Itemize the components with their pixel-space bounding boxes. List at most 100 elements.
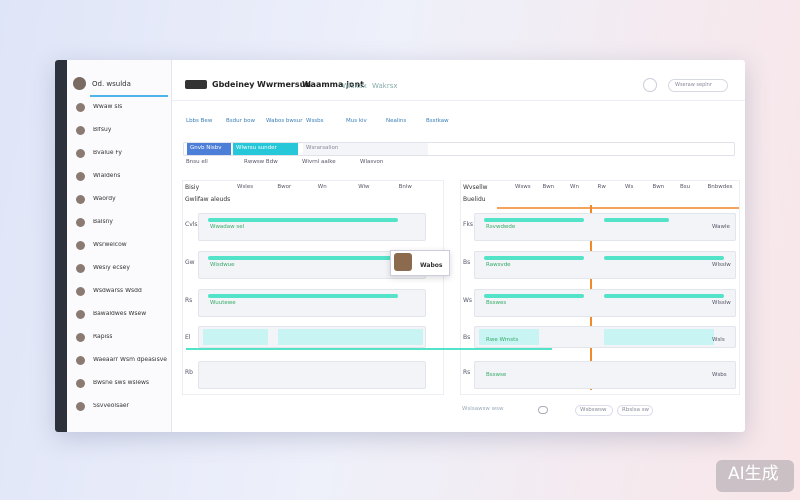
sidebar-icon	[76, 149, 85, 158]
filter-link[interactable]: Wssbs	[306, 118, 324, 124]
brand-underline	[90, 95, 168, 97]
toggle[interactable]	[538, 406, 548, 414]
row	[198, 251, 426, 279]
sidebar-icon	[76, 333, 85, 342]
row-side: Wawle	[712, 224, 730, 230]
tag[interactable]: Wivrnl aalke	[302, 159, 336, 165]
sidebar-icon	[76, 379, 85, 388]
sidebar-item[interactable]: Waeaarr Wsm dpeasisve	[93, 357, 167, 363]
filter-link[interactable]: Lbbs Bew	[186, 118, 213, 124]
panel-subtitle: Buelidu	[463, 196, 486, 203]
row	[474, 251, 736, 279]
row-text: Wuutewe	[210, 300, 236, 306]
column-header: Bwor	[277, 184, 292, 190]
row-label: Rb	[185, 369, 193, 376]
sidebar-item[interactable]: Waordy	[93, 196, 116, 202]
column-header: Bwn	[542, 184, 555, 190]
progress-bar	[208, 218, 398, 222]
row-label: Bs	[463, 334, 471, 341]
row-label: Rs	[185, 297, 193, 304]
sidebar-icon	[76, 103, 85, 112]
sidebar-item[interactable]: Balsny	[93, 219, 113, 225]
row-label: Ws	[463, 297, 473, 304]
highlight	[278, 329, 423, 345]
row-label: El	[185, 334, 191, 341]
tag[interactable]: Bnsu ell	[186, 159, 208, 165]
sidebar-item[interactable]: Ssvveolsaer	[93, 403, 130, 409]
search-input[interactable]: Wsrarsalion	[303, 143, 428, 155]
nav-tab[interactable]: Waamma jont	[302, 80, 364, 89]
nav-tab[interactable]: Wwrmersun	[257, 80, 312, 89]
timeline-h	[497, 207, 739, 209]
menu-label: Wseraw seplnr	[675, 82, 712, 88]
sidebar-icon	[76, 356, 85, 365]
watermark: AI生成	[728, 464, 779, 484]
sidebar-item[interactable]: Wsrwelcow	[93, 242, 127, 248]
progress-bar	[208, 294, 398, 298]
cross-bar	[186, 348, 552, 350]
row-label: Fks	[463, 221, 474, 228]
column-header: Bnlw	[398, 184, 412, 190]
row	[198, 213, 426, 241]
row-side: Wlsslw	[712, 300, 731, 306]
filter-link[interactable]: Bsdur bow	[226, 118, 255, 124]
filter-link[interactable]: Nealins	[386, 118, 407, 124]
menu-dropdown[interactable]	[668, 79, 728, 92]
primary-button[interactable]: Gnvb Nisbv	[187, 143, 231, 155]
sidebar-item[interactable]: Blfsuy	[93, 127, 112, 133]
row-text: Bsswse	[486, 372, 507, 378]
progress-bar	[484, 256, 584, 260]
filter-link[interactable]: Mus kiv	[346, 118, 367, 124]
sidebar-item[interactable]: Wwaw sls	[93, 104, 123, 110]
sidebar-item[interactable]: Bvalue Fy	[93, 150, 122, 156]
sidebar-icon	[76, 264, 85, 273]
tag[interactable]: Wlasvon	[360, 159, 384, 165]
sidebar-item[interactable]: Wesiy ecsey	[93, 265, 130, 271]
highlight	[203, 329, 268, 345]
sidebar-icon	[76, 126, 85, 135]
row	[474, 213, 736, 241]
sidebar-item[interactable]: Bwsne sws wslews	[93, 380, 150, 386]
popup-text: Wabos	[420, 262, 443, 269]
footer-text: Wslsawsw wsw	[462, 406, 504, 412]
column-header: Wn	[317, 184, 327, 190]
row	[198, 289, 426, 317]
row-text: Rwe Wrnsts	[486, 337, 519, 343]
row-text: Wisdwue	[210, 262, 235, 268]
icon-button[interactable]	[643, 78, 657, 92]
sidebar-icon	[76, 241, 85, 250]
row-label: Rs	[463, 369, 471, 376]
popup-avatar	[394, 253, 412, 271]
nav-link[interactable]: Wisitsx	[342, 82, 367, 90]
row-label: Gw	[185, 259, 195, 266]
nav-tab[interactable]: Gbdeiney	[212, 80, 255, 89]
column-header: Bwn	[652, 184, 665, 190]
progress-bar	[604, 218, 669, 222]
filter-link[interactable]: Bsstkaw	[426, 118, 449, 124]
sidebar-item[interactable]: Wsdwarss Wsdd	[93, 288, 142, 294]
sidebar-icon	[76, 402, 85, 411]
panel-subtitle: Gwlifaw aleuds	[185, 196, 231, 203]
sidebar-item[interactable]: Wlaldens	[93, 173, 121, 179]
footer-button[interactable]: Rbslsa sw	[617, 405, 653, 416]
progress-bar	[604, 294, 724, 298]
watermark-box	[716, 460, 794, 492]
nav-link[interactable]: Wakrsx	[372, 82, 398, 90]
tag[interactable]: Rwwsw Bdw	[244, 159, 278, 165]
brand: Od. wsulda	[92, 80, 131, 88]
row-text: Wwadaw sel	[210, 224, 245, 230]
active-tab[interactable]: Wlwrsu sunder	[233, 143, 298, 155]
filter-link[interactable]: Wabos bwsur	[266, 118, 303, 124]
sidebar-item[interactable]: Rapiss	[93, 334, 113, 340]
toolbar	[183, 142, 735, 156]
sidebar-item[interactable]: Bawaldwes Wsew	[93, 311, 147, 317]
row	[474, 361, 736, 389]
column-header: Rw	[597, 184, 606, 190]
sidebar-icon	[76, 218, 85, 227]
highlight	[604, 329, 714, 345]
user-avatar	[73, 77, 86, 90]
row-label: Cvls	[185, 221, 198, 228]
footer-button[interactable]: Wsbswsw	[575, 405, 613, 416]
column-header: Ws	[625, 184, 634, 190]
